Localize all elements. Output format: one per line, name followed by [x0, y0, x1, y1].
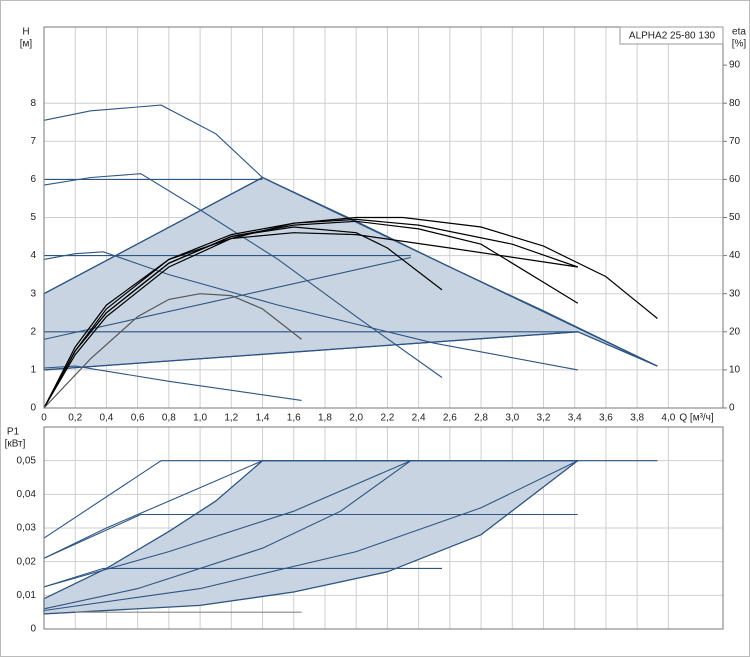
x-tick-label: 1,8 [318, 413, 332, 424]
x-tick-label: 1,4 [256, 413, 270, 424]
y-tick-label: 0,03 [17, 523, 37, 534]
y2-tick-label: 90 [729, 60, 741, 71]
curve [43, 567, 442, 588]
y-tick-label: 3 [30, 288, 36, 299]
y2-axis-unit: [%] [732, 39, 747, 50]
x-tick-label: 0,4 [99, 413, 113, 424]
y2-tick-label: 0 [729, 403, 735, 414]
y-tick-label: 6 [30, 174, 36, 185]
efficiency-curve [43, 216, 658, 409]
y2-tick-label: 40 [729, 250, 741, 261]
x-tick-label: 1,0 [193, 413, 207, 424]
x-tick-label: 4,0 [661, 413, 675, 424]
curve [43, 331, 578, 371]
curve [43, 460, 263, 559]
x-tick-label: 2,4 [412, 413, 426, 424]
efficiency-curve [43, 293, 302, 409]
legend-label: ALPHA2 25-80 130 [629, 31, 716, 42]
y2-tick-label: 60 [729, 174, 741, 185]
y-tick-label: 0 [30, 624, 36, 635]
efficiency-curve [43, 220, 579, 409]
curve [43, 513, 578, 559]
x-tick-label: 3,6 [599, 413, 613, 424]
y-tick-label: 0,04 [17, 489, 37, 500]
y-tick-label: 0,01 [17, 590, 37, 601]
x-tick-label: 2,6 [443, 413, 457, 424]
y2-tick-label: 70 [729, 136, 741, 147]
plot-border [43, 426, 724, 630]
plot-border [43, 26, 724, 409]
y-tick-label: 5 [30, 212, 36, 223]
y2-axis-label: eta [732, 27, 746, 38]
x-tick-label: 1,6 [287, 413, 301, 424]
y-axis-label: H [22, 27, 29, 38]
x-axis-label: Q [м³/ч] [679, 413, 714, 424]
x-tick-label: 0,6 [131, 413, 145, 424]
legend-box [619, 26, 724, 45]
y-tick-label: 7 [30, 136, 36, 147]
y2-tick-label: 30 [729, 288, 741, 299]
x-tick-label: 2,2 [380, 413, 394, 424]
x-tick-label: 1,2 [224, 413, 238, 424]
y-tick-label: 4 [30, 250, 36, 261]
x-tick-label: 0,8 [162, 413, 176, 424]
curve [43, 460, 412, 610]
x-tick-label: 2,0 [349, 413, 363, 424]
y2-tick-label: 20 [729, 326, 741, 337]
curve [43, 365, 302, 401]
efficiency-curve [43, 218, 578, 409]
curve [43, 173, 443, 378]
y-tick-label: 1 [30, 365, 36, 376]
x-tick-label: 3,0 [505, 413, 519, 424]
curve [43, 177, 263, 295]
curve [43, 460, 579, 612]
curve [43, 460, 658, 539]
y-axis-unit: [м] [20, 39, 33, 50]
y2-tick-label: 50 [729, 212, 741, 223]
y-tick-label: 0,02 [17, 556, 37, 567]
x-tick-label: 0 [41, 413, 47, 424]
y-tick-label: 8 [30, 98, 36, 109]
y-axis-unit: [кВт] [5, 439, 26, 450]
y-axis-label: P1 [7, 427, 20, 438]
y2-tick-label: 10 [729, 365, 741, 376]
efficiency-curve [43, 232, 578, 409]
curve [43, 251, 578, 371]
y-tick-label: 0 [30, 403, 36, 414]
y-tick-label: 0,05 [17, 455, 37, 466]
y-tick-label: 2 [30, 326, 36, 337]
x-tick-label: 3,4 [568, 413, 582, 424]
y2-tick-label: 80 [729, 98, 741, 109]
curve [43, 460, 412, 588]
x-tick-label: 2,8 [474, 413, 488, 424]
x-tick-label: 0,2 [68, 413, 82, 424]
x-tick-label: 3,8 [630, 413, 644, 424]
x-tick-label: 3,2 [537, 413, 551, 424]
curve [43, 256, 411, 340]
